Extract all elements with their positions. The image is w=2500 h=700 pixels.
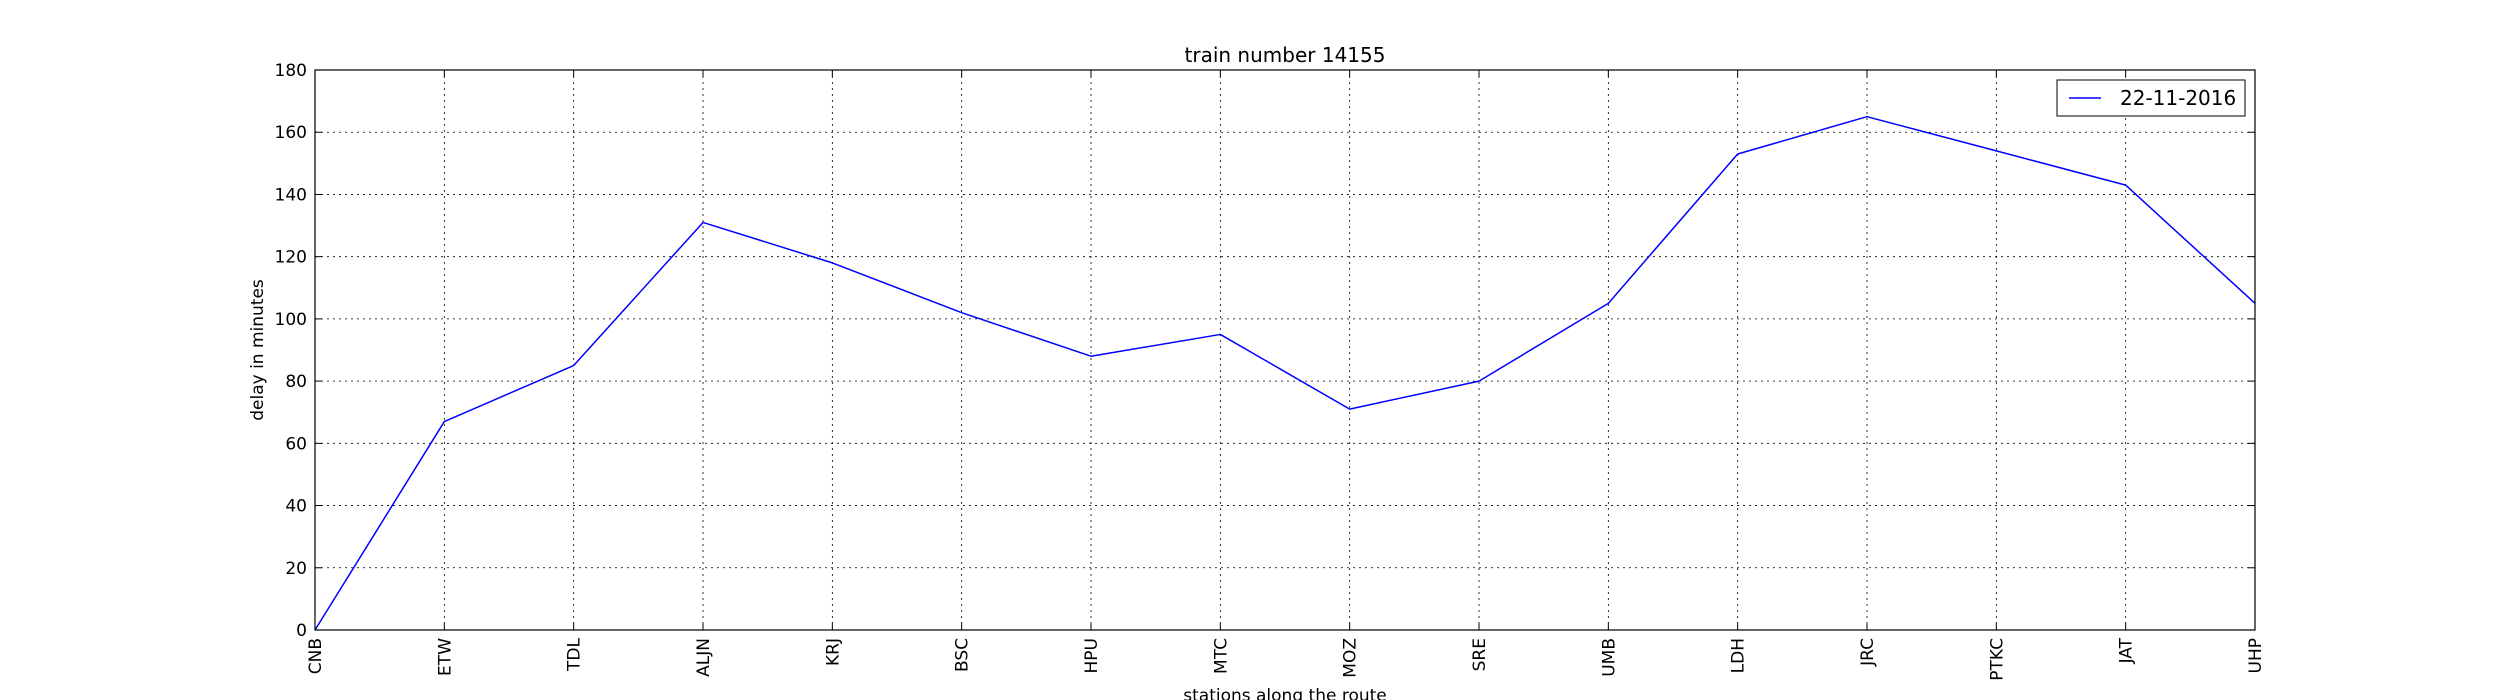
y-tick-label: 80 [285, 372, 307, 392]
x-tick-label: UHP [2246, 638, 2266, 673]
x-tick-label: JAT [2117, 637, 2137, 664]
y-axis-label: delay in minutes [248, 279, 268, 421]
y-tick-label: 40 [285, 497, 307, 517]
chart-title: train number 14155 [1185, 43, 1386, 67]
series-layer [314, 115, 2256, 631]
x-tick-label: MTC [1211, 638, 1231, 674]
x-tick-label: BSC [953, 638, 973, 672]
x-tick-label: ALJN [694, 638, 714, 677]
y-tick-label: 0 [296, 621, 307, 641]
series-line [314, 115, 2256, 631]
x-axis-label: stations along the route [1183, 686, 1387, 700]
x-tick-label: LDH [1729, 638, 1749, 673]
x-tick-label: HPU [1082, 638, 1102, 673]
grid [315, 70, 2255, 630]
x-tick-label: CNB [306, 638, 326, 674]
x-tick-label: MOZ [1341, 638, 1361, 678]
x-tick-label: SRE [1470, 638, 1490, 671]
x-tick-label: UMB [1599, 638, 1619, 677]
y-tick-label: 120 [275, 248, 307, 268]
y-tick-label: 160 [275, 123, 307, 143]
x-tick-label: TDL [565, 637, 585, 671]
x-tick-label: PTKC [1987, 638, 2007, 681]
y-tick-label: 60 [285, 434, 307, 454]
plot-frame [314, 69, 2256, 631]
y-tick-label: 20 [285, 559, 307, 579]
x-tick-label: KRJ [823, 638, 843, 666]
legend-label: 22-11-2016 [2120, 86, 2236, 110]
y-tick-label: 140 [275, 185, 307, 205]
y-tick-label: 100 [275, 310, 307, 330]
x-tick-label: ETW [435, 638, 455, 676]
y-tick-label: 180 [275, 61, 307, 81]
ticks: 0 20 40 60 80 100 120 140 160 180 CNB ETW TDL ALJN KRJ… [275, 61, 2266, 681]
x-tick-label: JRC [1858, 638, 1878, 667]
legend: 22-11-2016 [2056, 79, 2246, 117]
